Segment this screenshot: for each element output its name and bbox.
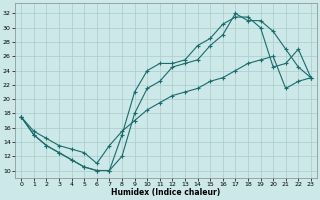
X-axis label: Humidex (Indice chaleur): Humidex (Indice chaleur) bbox=[111, 188, 221, 197]
